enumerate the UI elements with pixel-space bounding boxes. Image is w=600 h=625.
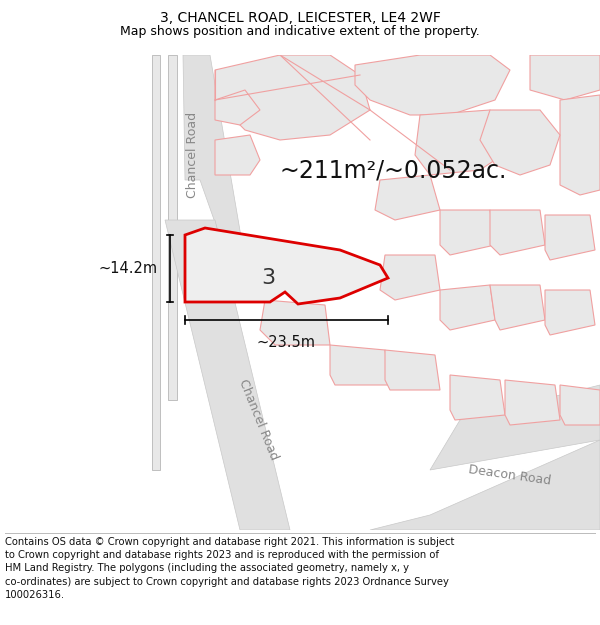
Polygon shape xyxy=(505,380,560,425)
Polygon shape xyxy=(415,110,510,175)
Polygon shape xyxy=(440,285,495,330)
Polygon shape xyxy=(490,285,545,330)
Text: 3: 3 xyxy=(261,268,275,288)
Polygon shape xyxy=(165,220,290,530)
Text: ~211m²/~0.052ac.: ~211m²/~0.052ac. xyxy=(280,158,508,182)
Polygon shape xyxy=(260,300,330,345)
Polygon shape xyxy=(480,110,560,175)
Polygon shape xyxy=(215,90,260,125)
Polygon shape xyxy=(152,55,160,470)
Polygon shape xyxy=(355,55,510,115)
Polygon shape xyxy=(440,210,495,255)
Text: Contains OS data © Crown copyright and database right 2021. This information is : Contains OS data © Crown copyright and d… xyxy=(5,537,454,600)
Polygon shape xyxy=(560,385,600,425)
Polygon shape xyxy=(330,345,390,385)
Polygon shape xyxy=(545,290,595,335)
Polygon shape xyxy=(560,95,600,195)
Polygon shape xyxy=(215,135,260,175)
Text: Deacon Road: Deacon Road xyxy=(468,462,552,488)
Polygon shape xyxy=(183,55,245,265)
Text: ~14.2m: ~14.2m xyxy=(99,261,158,276)
Polygon shape xyxy=(168,55,177,400)
Polygon shape xyxy=(385,350,440,390)
Polygon shape xyxy=(545,215,595,260)
Polygon shape xyxy=(370,440,600,530)
Text: Chancel Road: Chancel Road xyxy=(185,112,199,198)
Polygon shape xyxy=(490,210,545,255)
Polygon shape xyxy=(380,255,440,300)
Polygon shape xyxy=(450,375,505,420)
Text: 3, CHANCEL ROAD, LEICESTER, LE4 2WF: 3, CHANCEL ROAD, LEICESTER, LE4 2WF xyxy=(160,11,440,25)
Polygon shape xyxy=(430,385,600,470)
Text: ~23.5m: ~23.5m xyxy=(257,335,316,350)
Text: Map shows position and indicative extent of the property.: Map shows position and indicative extent… xyxy=(120,26,480,39)
Polygon shape xyxy=(215,55,370,140)
Polygon shape xyxy=(530,55,600,100)
Text: Chancel Road: Chancel Road xyxy=(236,378,280,462)
Polygon shape xyxy=(375,175,440,220)
Polygon shape xyxy=(185,228,388,304)
